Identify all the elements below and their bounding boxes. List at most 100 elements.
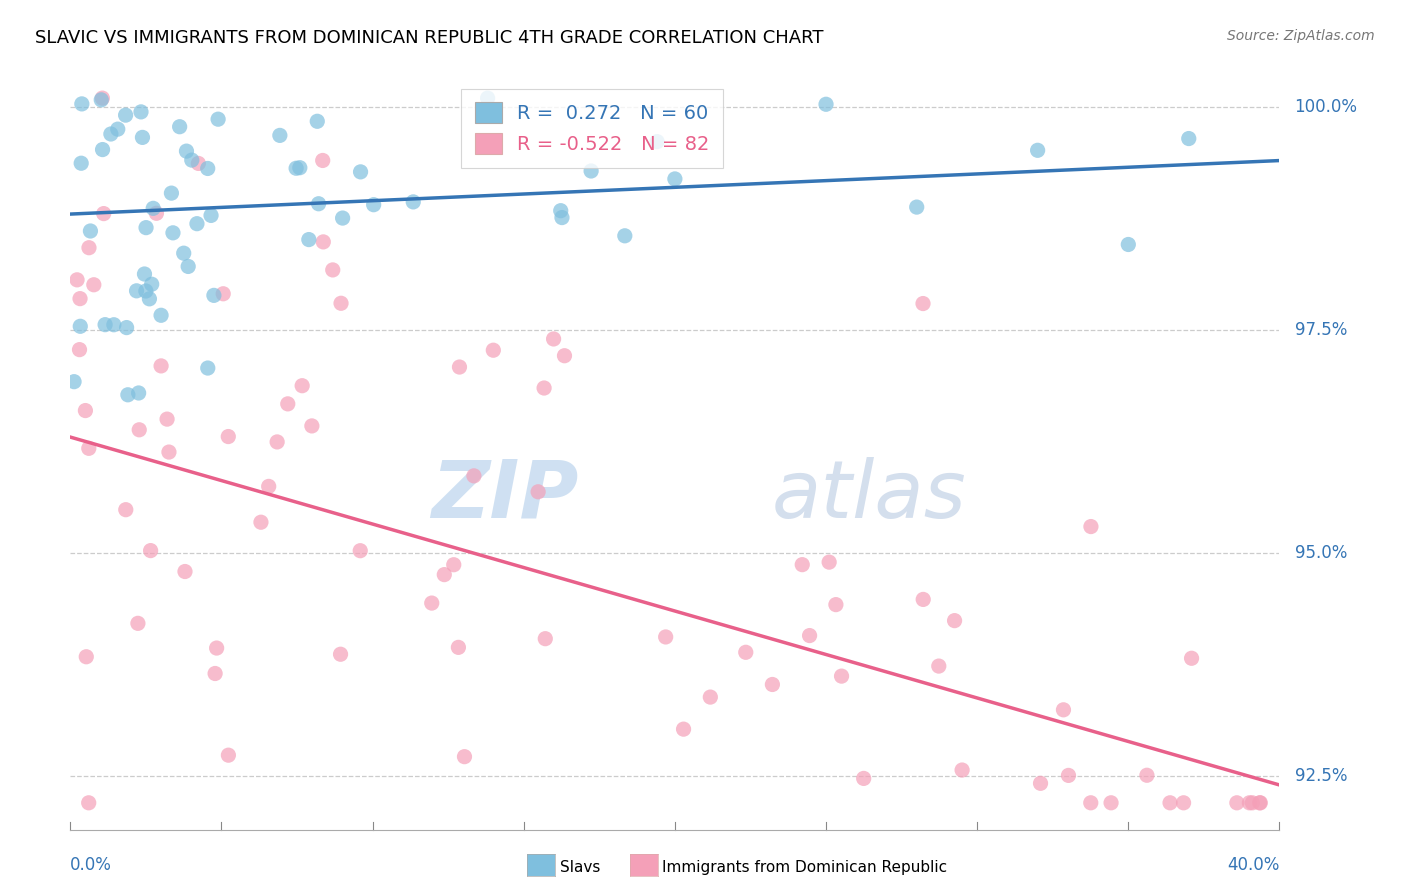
Point (69, 343, 91, 357)
Point (160, 186, 183, 201)
Point (162, 226, 184, 240)
Point (197, 361, 219, 376)
Text: Source: ZipAtlas.com: Source: ZipAtlas.com (1227, 29, 1375, 43)
Point (174, 565, 197, 579)
Point (131, 130, 153, 145)
Point (186, 217, 208, 231)
Point (533, 381, 555, 395)
Point (553, 349, 575, 363)
Text: 97.5%: 97.5% (1295, 321, 1347, 339)
Point (1057, 768, 1080, 782)
Point (761, 677, 783, 691)
Point (197, 161, 219, 176)
Point (200, 209, 222, 223)
Point (551, 211, 574, 225)
Point (905, 200, 928, 214)
Point (312, 153, 335, 168)
Point (145, 206, 167, 220)
Point (157, 445, 180, 459)
Text: 95.0%: 95.0% (1295, 544, 1347, 562)
Point (141, 277, 163, 292)
Point (330, 296, 353, 310)
Point (93, 206, 115, 220)
Point (91, 143, 114, 157)
Text: 40.0%: 40.0% (1227, 856, 1279, 874)
Point (277, 397, 299, 411)
Point (1029, 776, 1052, 790)
Point (63, 375, 86, 389)
Point (169, 120, 191, 134)
Point (212, 286, 235, 301)
Point (204, 666, 226, 681)
Point (579, 164, 602, 178)
Text: Slavs: Slavs (560, 860, 600, 874)
Point (134, 267, 156, 281)
Point (672, 722, 695, 736)
Point (308, 196, 330, 211)
Point (66, 273, 89, 287)
Point (202, 288, 225, 302)
Point (1241, 796, 1264, 810)
Point (135, 220, 157, 235)
Point (217, 429, 239, 443)
Point (792, 558, 814, 572)
Point (322, 263, 344, 277)
Point (70, 96, 93, 111)
Point (664, 172, 686, 186)
Point (645, 135, 668, 149)
Point (150, 308, 173, 322)
Point (1249, 796, 1271, 810)
Point (115, 320, 138, 334)
Point (117, 388, 139, 402)
Point (463, 468, 485, 483)
Point (482, 343, 505, 358)
Text: 0.0%: 0.0% (70, 856, 112, 874)
Point (1026, 144, 1049, 158)
Point (1116, 237, 1139, 252)
Point (312, 235, 335, 249)
Point (527, 484, 550, 499)
Point (799, 629, 821, 643)
Point (613, 228, 636, 243)
Text: ZIP: ZIP (430, 457, 578, 535)
Point (173, 246, 195, 260)
Point (815, 97, 838, 112)
Point (180, 153, 202, 167)
Point (288, 161, 311, 175)
Point (1173, 796, 1195, 810)
Point (103, 318, 125, 332)
Point (77, 241, 100, 255)
Point (138, 292, 160, 306)
Point (449, 359, 471, 374)
Point (349, 165, 371, 179)
Point (825, 598, 848, 612)
Point (298, 233, 321, 247)
Point (912, 592, 935, 607)
Point (534, 632, 557, 646)
Point (654, 630, 676, 644)
Point (176, 144, 198, 158)
Point (107, 122, 129, 136)
Point (125, 284, 148, 298)
Point (75, 403, 97, 417)
Point (91, 91, 114, 105)
Point (734, 645, 756, 659)
Point (443, 558, 465, 572)
Point (1080, 796, 1102, 810)
Point (128, 423, 150, 437)
Point (332, 211, 354, 225)
Point (114, 502, 136, 516)
Point (135, 284, 157, 298)
Point (349, 543, 371, 558)
Text: Immigrants from Dominican Republic: Immigrants from Dominican Republic (662, 860, 948, 874)
Legend: R =  0.272   N = 60, R = -0.522   N = 82: R = 0.272 N = 60, R = -0.522 N = 82 (461, 88, 723, 168)
Point (69, 292, 91, 306)
Point (128, 386, 150, 401)
Point (127, 616, 149, 631)
Point (266, 434, 288, 449)
Point (950, 763, 973, 777)
Point (177, 260, 200, 274)
Point (943, 614, 966, 628)
Text: 100.0%: 100.0% (1295, 98, 1358, 116)
Point (818, 555, 841, 569)
